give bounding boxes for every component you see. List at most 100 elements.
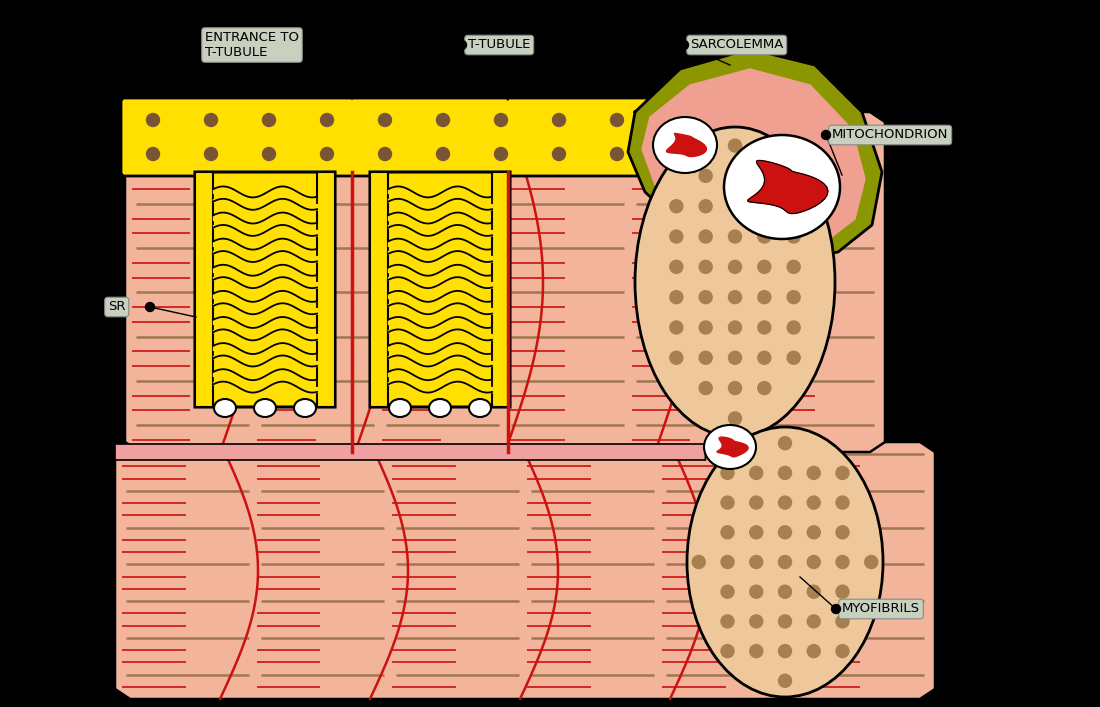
Circle shape [680, 40, 689, 49]
Circle shape [437, 114, 450, 127]
Ellipse shape [214, 399, 236, 417]
Ellipse shape [254, 399, 276, 417]
Circle shape [788, 291, 800, 303]
Circle shape [610, 114, 624, 127]
Circle shape [670, 199, 683, 213]
Ellipse shape [688, 427, 883, 697]
Circle shape [750, 526, 762, 539]
Circle shape [788, 351, 800, 364]
Ellipse shape [429, 399, 451, 417]
Circle shape [807, 645, 821, 658]
Circle shape [728, 291, 741, 303]
Circle shape [779, 556, 792, 568]
Circle shape [788, 199, 800, 213]
Circle shape [750, 585, 762, 598]
Circle shape [720, 467, 734, 479]
Ellipse shape [653, 117, 717, 173]
Circle shape [495, 148, 507, 160]
Circle shape [807, 615, 821, 628]
Circle shape [750, 467, 762, 479]
Circle shape [670, 321, 683, 334]
Circle shape [836, 526, 849, 539]
Circle shape [146, 114, 160, 127]
Text: SR: SR [108, 300, 125, 313]
Circle shape [779, 526, 792, 539]
Circle shape [836, 645, 849, 658]
Circle shape [263, 114, 275, 127]
Circle shape [700, 199, 712, 213]
Circle shape [750, 645, 762, 658]
Circle shape [670, 260, 683, 274]
Ellipse shape [294, 399, 316, 417]
Circle shape [458, 40, 466, 49]
Bar [195, 172, 213, 407]
Text: T-TUBULE: T-TUBULE [468, 38, 530, 52]
Circle shape [836, 556, 849, 568]
Circle shape [758, 230, 771, 243]
Polygon shape [125, 112, 886, 452]
Circle shape [728, 260, 741, 274]
Circle shape [807, 526, 821, 539]
Circle shape [320, 114, 333, 127]
Circle shape [670, 291, 683, 303]
Circle shape [720, 645, 734, 658]
Circle shape [205, 148, 218, 160]
Circle shape [758, 321, 771, 334]
Text: ENTRANCE TO
T-TUBULE: ENTRANCE TO T-TUBULE [205, 31, 299, 59]
Polygon shape [748, 160, 828, 214]
Circle shape [692, 556, 705, 568]
Circle shape [728, 170, 741, 182]
Circle shape [758, 382, 771, 395]
Ellipse shape [704, 425, 756, 469]
Polygon shape [116, 442, 935, 699]
Circle shape [758, 291, 771, 303]
Circle shape [779, 467, 792, 479]
Circle shape [378, 148, 392, 160]
Circle shape [807, 467, 821, 479]
Circle shape [552, 114, 565, 127]
Circle shape [552, 148, 565, 160]
Circle shape [750, 496, 762, 509]
Circle shape [437, 148, 450, 160]
Circle shape [728, 412, 741, 425]
Circle shape [788, 260, 800, 274]
Circle shape [836, 615, 849, 628]
Circle shape [836, 585, 849, 598]
FancyBboxPatch shape [116, 444, 705, 460]
Circle shape [610, 148, 624, 160]
Polygon shape [628, 49, 882, 262]
Circle shape [758, 170, 771, 182]
Polygon shape [642, 69, 865, 249]
Circle shape [670, 351, 683, 364]
Circle shape [788, 321, 800, 334]
Circle shape [670, 230, 683, 243]
Bar [492, 172, 510, 407]
Circle shape [263, 148, 275, 160]
Circle shape [779, 615, 792, 628]
Circle shape [720, 585, 734, 598]
Ellipse shape [469, 399, 491, 417]
Circle shape [750, 556, 762, 568]
FancyBboxPatch shape [195, 172, 336, 407]
Text: MITOCHONDRION: MITOCHONDRION [832, 129, 948, 141]
Circle shape [728, 382, 741, 395]
Circle shape [807, 496, 821, 509]
Circle shape [758, 351, 771, 364]
Circle shape [822, 131, 830, 139]
Circle shape [700, 382, 712, 395]
Ellipse shape [389, 399, 411, 417]
Circle shape [728, 351, 741, 364]
Circle shape [865, 556, 878, 568]
Circle shape [495, 114, 507, 127]
Circle shape [779, 645, 792, 658]
Circle shape [758, 260, 771, 274]
Polygon shape [667, 134, 706, 156]
Circle shape [758, 199, 771, 213]
Ellipse shape [635, 127, 835, 437]
Circle shape [700, 321, 712, 334]
Circle shape [788, 230, 800, 243]
Circle shape [374, 50, 383, 59]
Circle shape [750, 615, 762, 628]
Text: SARCOLEMMA: SARCOLEMMA [690, 38, 783, 52]
Circle shape [779, 496, 792, 509]
